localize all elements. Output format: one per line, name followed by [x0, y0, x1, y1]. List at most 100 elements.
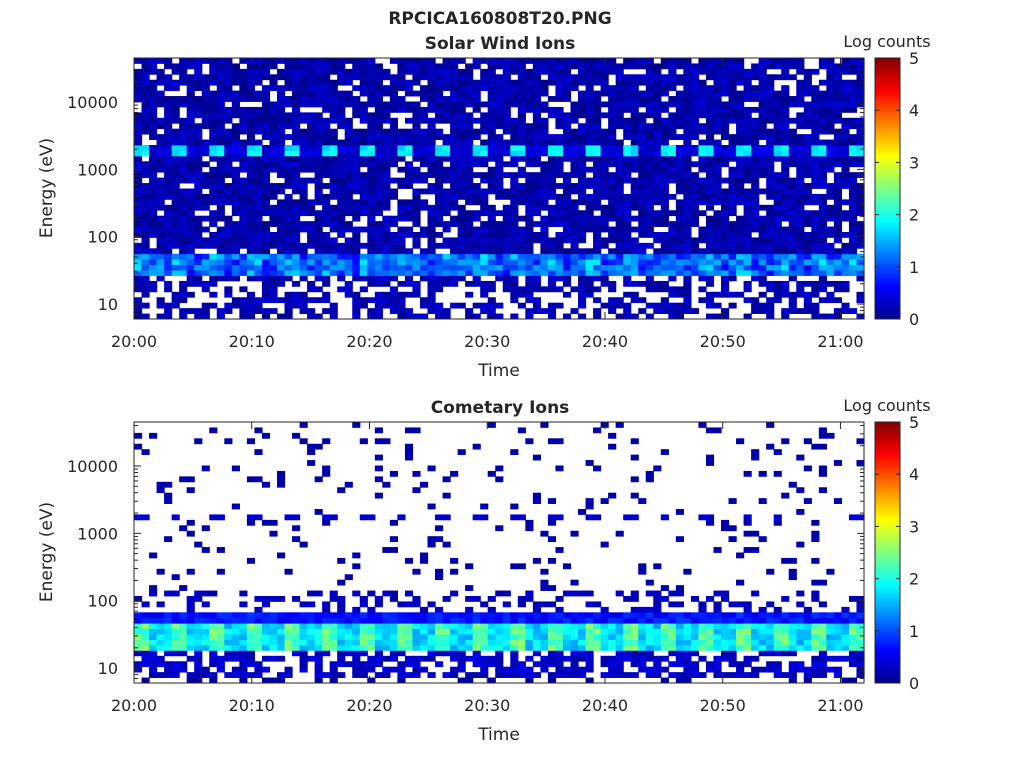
heatmap-cell: [555, 232, 564, 238]
heatmap-cell: [194, 112, 203, 119]
heatmap-cell: [231, 226, 240, 233]
heatmap-cell: [675, 183, 684, 189]
heatmap-cell: [450, 672, 459, 678]
heatmap-cell: [788, 204, 797, 211]
heatmap-cell: [698, 166, 707, 173]
heatmap-cell: [758, 650, 767, 657]
heatmap-cell: [788, 155, 797, 162]
heatmap-cell: [254, 259, 263, 266]
heatmap-cell: [630, 655, 639, 662]
heatmap-cell: [374, 210, 383, 217]
heatmap-cell: [788, 612, 797, 619]
heatmap-cell: [721, 672, 730, 678]
heatmap-cell: [660, 639, 669, 646]
heatmap-cell: [194, 264, 203, 271]
heatmap-cell: [773, 242, 782, 249]
heatmap-cell: [367, 639, 376, 646]
heatmap-cell: [156, 215, 165, 222]
heatmap-cell: [344, 661, 353, 668]
heatmap-cell: [344, 644, 353, 651]
heatmap-cell: [758, 117, 767, 124]
heatmap-cell: [329, 628, 338, 635]
heatmap-cell: [344, 253, 353, 260]
heatmap-cell: [209, 617, 218, 624]
heatmap-cell: [457, 101, 466, 108]
heatmap-cell: [216, 617, 225, 624]
heatmap-cell: [171, 188, 180, 195]
heatmap-cell: [156, 313, 165, 320]
heatmap-cell: [796, 90, 805, 97]
heatmap-cell: [585, 628, 594, 635]
heatmap-cell: [359, 58, 368, 64]
heatmap-cell: [578, 79, 587, 86]
heatmap-cell: [683, 128, 692, 135]
heatmap-cell: [404, 639, 414, 646]
heatmap-cell: [690, 628, 700, 635]
heatmap-cell: [525, 248, 534, 255]
heatmap-cell: [314, 612, 323, 619]
heatmap-cell: [412, 199, 421, 206]
heatmap-cell: [472, 623, 481, 630]
heatmap-cell: [299, 74, 308, 81]
heatmap-cell: [194, 639, 203, 646]
heatmap-cell: [517, 672, 526, 678]
heatmap-cell: [713, 264, 722, 271]
heatmap-cell: [721, 248, 730, 255]
heatmap-cell: [728, 204, 737, 211]
heatmap-cell: [803, 145, 812, 151]
heatmap-cell: [517, 623, 526, 630]
heatmap-cell: [705, 161, 715, 168]
heatmap-cell: [164, 232, 173, 238]
heatmap-cell: [517, 270, 526, 276]
heatmap-cell: [638, 166, 647, 173]
heatmap-cell: [721, 639, 730, 646]
heatmap-cell: [164, 96, 173, 102]
heatmap-cell: [728, 199, 737, 206]
heatmap-cell: [532, 270, 541, 276]
heatmap-cell: [758, 63, 767, 70]
heatmap-cell: [367, 161, 376, 168]
heatmap-cell: [675, 302, 684, 309]
heatmap-cell: [382, 275, 391, 282]
heatmap-cell: [683, 270, 692, 276]
heatmap-cell: [502, 123, 511, 130]
heatmap-cell: [322, 134, 331, 140]
heatmap-cell: [149, 661, 158, 668]
heatmap-cell: [848, 139, 858, 146]
heatmap-cell: [164, 270, 173, 276]
heatmap-cell: [811, 612, 820, 619]
heatmap-cell: [322, 150, 331, 157]
heatmap-cell: [231, 221, 240, 227]
heatmap-cell: [758, 68, 767, 75]
heatmap-cell: [216, 123, 225, 130]
heatmap-cell: [517, 612, 526, 619]
heatmap-cell: [758, 623, 767, 630]
heatmap-cell: [675, 166, 684, 173]
heatmap-cell: [532, 58, 541, 64]
heatmap-cell: [329, 79, 338, 86]
heatmap-cell: [728, 112, 737, 119]
heatmap-cell: [397, 150, 406, 157]
heatmap-cell: [141, 193, 150, 200]
heatmap-cell: [525, 617, 534, 624]
heatmap-cell: [134, 177, 143, 184]
heatmap-cell: [713, 112, 722, 119]
heatmap-cell: [826, 280, 835, 287]
heatmap-cell: [532, 172, 541, 179]
heatmap-cell: [517, 232, 526, 238]
heatmap-cell: [766, 308, 775, 314]
heatmap-cell: [796, 139, 805, 146]
heatmap-cell: [751, 139, 760, 146]
heatmap-cell: [389, 286, 399, 293]
heatmap-cell: [314, 313, 323, 320]
heatmap-cell: [239, 166, 248, 173]
heatmap-cell: [374, 302, 383, 309]
heatmap-cell: [209, 96, 218, 102]
heatmap-cell: [766, 117, 775, 124]
heatmap-cell: [450, 270, 459, 276]
heatmap-cell: [389, 177, 399, 184]
heatmap-cell: [194, 215, 203, 222]
heatmap-cell: [698, 68, 707, 75]
heatmap-cell: [736, 634, 745, 640]
heatmap-cell: [231, 183, 240, 189]
